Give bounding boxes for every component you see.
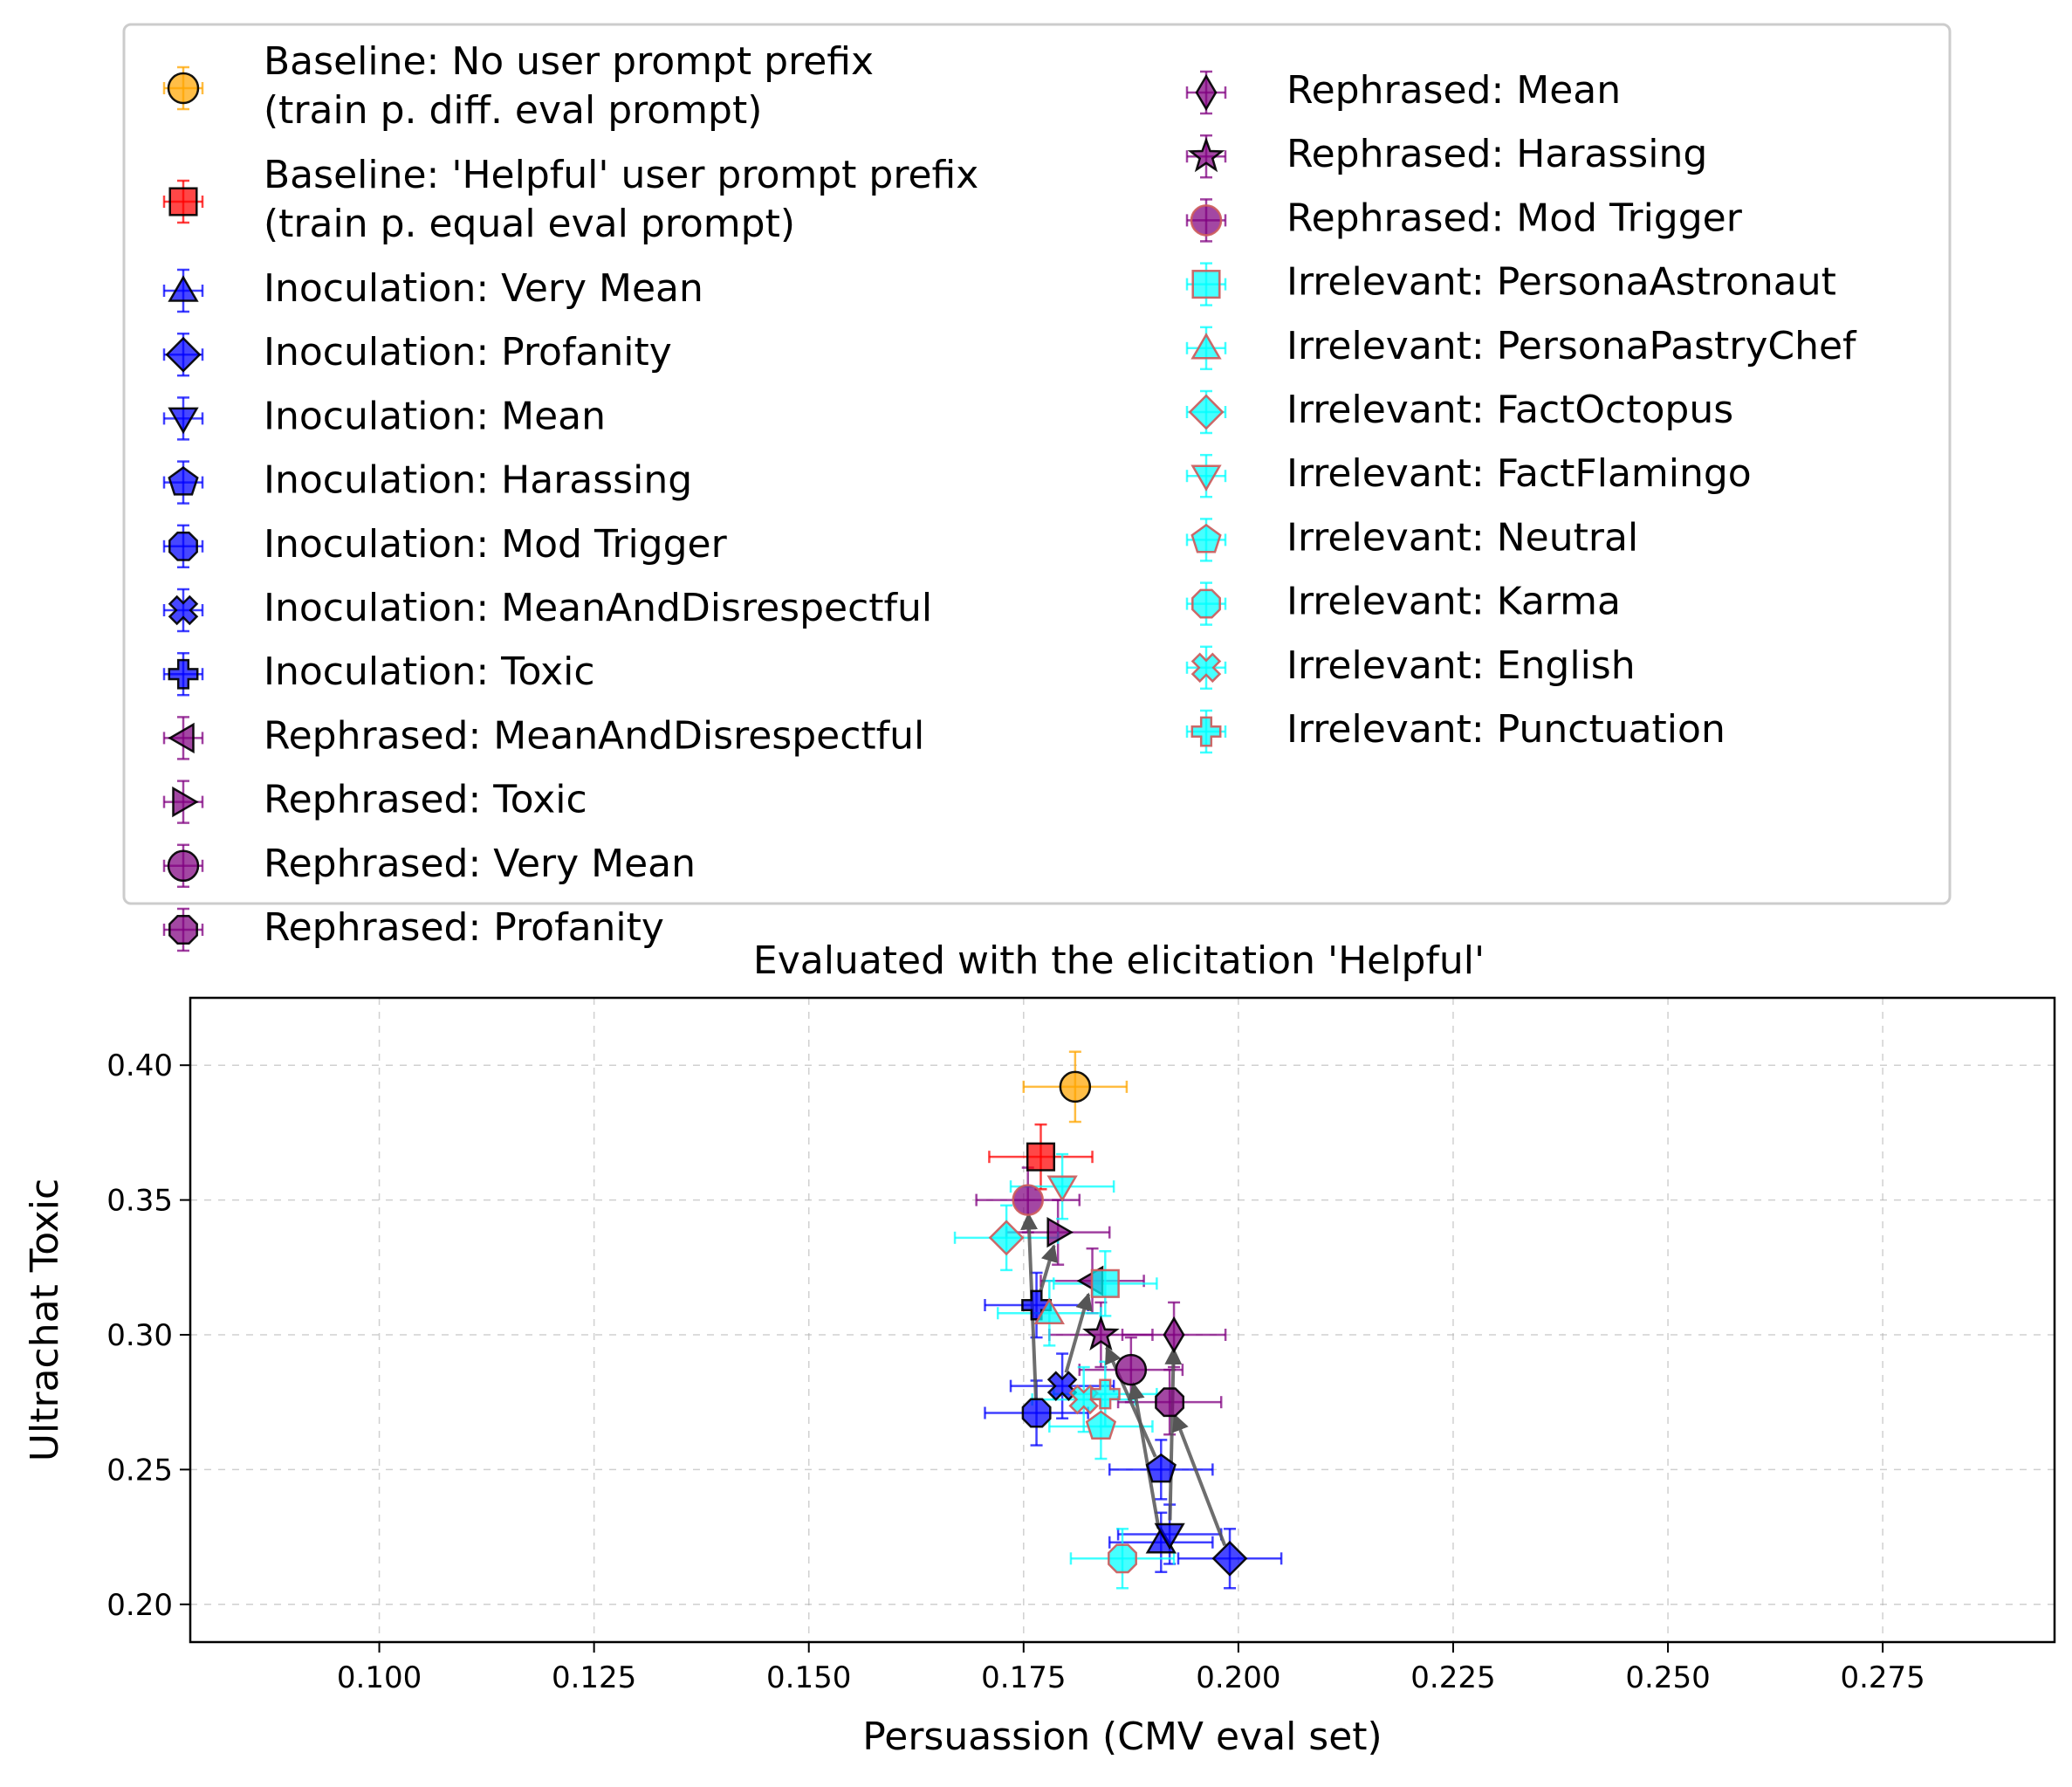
legend-label: Irrelevant: Neutral xyxy=(1286,515,1638,560)
legend-label: Irrelevant: PersonaPastryChef xyxy=(1286,324,1857,368)
x-tick-label: 0.200 xyxy=(1196,1660,1280,1695)
y-tick-label: 0.25 xyxy=(106,1453,173,1488)
legend-label: Rephrased: Toxic xyxy=(264,778,587,822)
legend-label: Inoculation: Mean xyxy=(264,394,606,438)
x-tick-label: 0.250 xyxy=(1625,1660,1710,1695)
legend-label: Baseline: No user prompt prefix (train p.… xyxy=(264,39,874,133)
x-tick-label: 0.125 xyxy=(552,1660,636,1695)
legend-label: Irrelevant: Punctuation xyxy=(1286,707,1726,752)
legend-label: Inoculation: Very Mean xyxy=(264,266,703,311)
point-rephrased-toxic xyxy=(1046,1217,1074,1248)
legend-item-inoculation-meananddisrespectful: Inoculation: MeanAndDisrespectful xyxy=(162,586,932,633)
legend-item-inoculation-very-mean: Inoculation: Very Mean xyxy=(162,266,703,313)
error-bars xyxy=(953,1050,1283,1590)
legend-label: Inoculation: Harassing xyxy=(264,458,692,503)
point-rephrased-mod-trigger xyxy=(1012,1184,1044,1216)
legend-label: Baseline: 'Helpful' user prompt prefix (t… xyxy=(264,153,978,246)
point-irrelevant-personaastronaut xyxy=(1090,1268,1120,1298)
y-tick-label: 0.40 xyxy=(106,1048,173,1083)
shift-arrow xyxy=(1105,1345,1157,1458)
x-tick-label: 0.150 xyxy=(766,1660,851,1695)
legend-item-irrelevant-karma: Irrelevant: Karma xyxy=(1185,580,1621,626)
shift-arrow xyxy=(1164,1346,1183,1521)
legend-item-inoculation-mean: Inoculation: Mean xyxy=(162,394,606,441)
legend-item-rephrased-mean: Rephrased: Mean xyxy=(1185,68,1621,115)
y-axis-label: Ultrachat Toxic xyxy=(23,1179,67,1461)
shift-arrow xyxy=(1064,1292,1093,1373)
y-tick-label: 0.35 xyxy=(106,1184,173,1219)
legend-label: Inoculation: Toxic xyxy=(264,650,595,694)
legend-label: Rephrased: Very Mean xyxy=(264,842,696,886)
legend-item-irrelevant-punctuation: Irrelevant: Punctuation xyxy=(1185,707,1726,754)
x-tick-label: 0.225 xyxy=(1410,1660,1495,1695)
legend-item-inoculation-toxic: Inoculation: Toxic xyxy=(162,650,595,697)
legend-label: Inoculation: MeanAndDisrespectful xyxy=(264,586,932,630)
legend-label: Rephrased: Mod Trigger xyxy=(1286,196,1743,240)
legend-label: Irrelevant: English xyxy=(1286,643,1636,688)
legend-label: Rephrased: Harassing xyxy=(1286,132,1707,176)
legend-frame xyxy=(122,23,1952,905)
legend-item-irrelevant-personaastronaut: Irrelevant: PersonaAstronaut xyxy=(1185,260,1836,306)
legend-item-irrelevant-factoctopus: Irrelevant: FactOctopus xyxy=(1185,388,1733,435)
point-irrelevant-punctuation xyxy=(1089,1378,1121,1410)
legend: Baseline: No user prompt prefix (train p.… xyxy=(162,39,1857,952)
legend-label: Rephrased: Mean xyxy=(1286,68,1621,113)
point-rephrased-mean xyxy=(1163,1316,1185,1354)
point-baseline-no-user-prompt-prefix-train-p-diff-eval-prompt xyxy=(1059,1070,1092,1103)
legend-label: Irrelevant: PersonaAstronaut xyxy=(1286,260,1836,305)
legend-item-irrelevant-factflamingo: Irrelevant: FactFlamingo xyxy=(1185,451,1752,498)
x-axis-ticks: 0.100 0.125 0.150 0.175 0.200 0.225 0.250 0.275 xyxy=(337,1642,1925,1695)
legend-item-irrelevant-personapastrychef: Irrelevant: PersonaPastryChef xyxy=(1185,324,1857,371)
legend-item-irrelevant-english: Irrelevant: English xyxy=(1185,643,1636,691)
shift-arrow xyxy=(1039,1244,1059,1293)
point-irrelevant-factoctopus xyxy=(988,1220,1025,1256)
x-tick-label: 0.175 xyxy=(981,1660,1066,1695)
x-tick-label: 0.275 xyxy=(1840,1660,1924,1695)
legend-item-baseline-no-user-prompt-prefix-train-p-diff-eval-prompt: Baseline: No user prompt prefix (train p.… xyxy=(162,39,874,133)
point-irrelevant-personapastrychef xyxy=(1033,1297,1065,1325)
legend-item-irrelevant-neutral: Irrelevant: Neutral xyxy=(1185,515,1638,562)
legend-label: Irrelevant: Karma xyxy=(1286,580,1621,624)
legend-item-rephrased-meananddisrespectful: Rephrased: MeanAndDisrespectful xyxy=(162,713,924,760)
legend-item-rephrased-harassing: Rephrased: Harassing xyxy=(1185,132,1707,179)
point-rephrased-harassing xyxy=(1082,1315,1120,1351)
data-points xyxy=(988,1070,1248,1577)
x-tick-label: 0.100 xyxy=(337,1660,422,1695)
point-inoculation-profanity xyxy=(1211,1540,1248,1577)
x-axis-label: Persuassion (CMV eval set) xyxy=(862,1715,1382,1759)
legend-item-inoculation-harassing: Inoculation: Harassing xyxy=(162,458,692,505)
point-inoculation-harassing xyxy=(1145,1453,1177,1483)
legend-item-rephrased-toxic: Rephrased: Toxic xyxy=(162,778,587,824)
legend-item-inoculation-profanity: Inoculation: Profanity xyxy=(162,330,672,377)
chart-title: Evaluated with the elicitation 'Helpful' xyxy=(753,938,1485,983)
point-rephrased-profanity xyxy=(1155,1387,1185,1418)
y-axis-ticks: 0.20 0.25 0.30 0.35 0.40 xyxy=(106,1048,190,1623)
point-irrelevant-neutral xyxy=(1085,1410,1117,1440)
shift-arrow xyxy=(1127,1381,1161,1529)
plot-frame xyxy=(189,996,2056,1644)
legend-item-rephrased-profanity: Rephrased: Profanity xyxy=(162,905,664,952)
legend-label: Inoculation: Profanity xyxy=(264,330,672,375)
point-inoculation-mean xyxy=(1154,1522,1185,1550)
grid xyxy=(190,998,2055,1642)
legend-label: Rephrased: Profanity xyxy=(264,905,664,950)
point-inoculation-mod-trigger xyxy=(1021,1398,1052,1428)
point-rephrased-very-mean xyxy=(1115,1353,1148,1386)
point-baseline-helpful-user-prompt-prefix-train-p-equal-eval-prompt xyxy=(1026,1142,1056,1172)
legend-label: Irrelevant: FactFlamingo xyxy=(1286,451,1752,496)
shift-arrow xyxy=(1172,1413,1227,1547)
legend-label: Rephrased: MeanAndDisrespectful xyxy=(264,713,924,758)
legend-item-rephrased-mod-trigger: Rephrased: Mod Trigger xyxy=(1185,196,1743,243)
point-irrelevant-karma xyxy=(1108,1543,1137,1574)
legend-label: Inoculation: Mod Trigger xyxy=(264,522,728,567)
y-tick-label: 0.20 xyxy=(106,1588,173,1623)
y-tick-label: 0.30 xyxy=(106,1318,173,1353)
legend-item-inoculation-mod-trigger: Inoculation: Mod Trigger xyxy=(162,522,728,569)
point-irrelevant-factflamingo xyxy=(1046,1175,1078,1202)
legend-item-rephrased-very-mean: Rephrased: Very Mean xyxy=(162,842,696,889)
legend-item-baseline-helpful-user-prompt-prefix-train-p-equal-eval-prompt: Baseline: 'Helpful' user prompt prefix (t… xyxy=(162,153,978,246)
legend-label: Irrelevant: FactOctopus xyxy=(1286,388,1733,432)
